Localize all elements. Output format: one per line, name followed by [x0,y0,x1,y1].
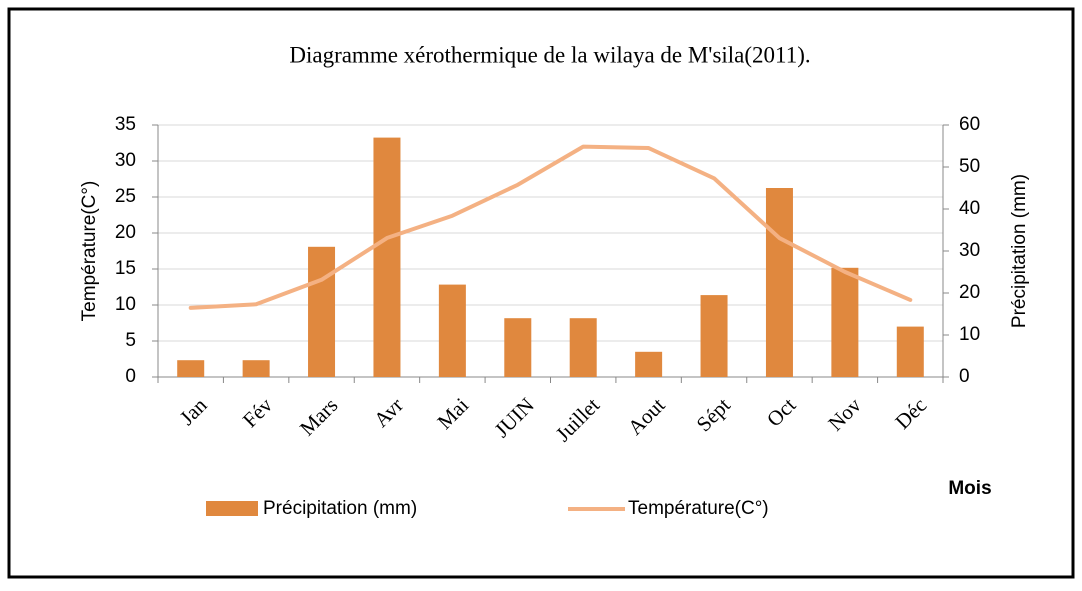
line [188,144,913,310]
y2-tick-label: 30 [959,240,980,261]
legend-label: Température(C°) [628,498,769,519]
legend-swatch [206,501,258,516]
bar [504,318,532,377]
y-tick-label: 5 [125,330,136,351]
bar [438,284,466,377]
y2-tick-label: 40 [959,198,980,219]
y-axis-title: Température(C°) [79,181,100,322]
y2-tick-label: 0 [959,366,970,387]
y2-tick-label: 10 [959,324,980,345]
y2-tick-label: 60 [959,114,980,135]
y-tick-label: 30 [115,150,136,171]
y-tick-label: 20 [115,222,136,243]
chart-title: Diagramme xérothermique de la wilaya de … [289,42,810,67]
y2-tick-label: 50 [959,156,980,177]
bar [700,295,728,377]
y-tick-label: 15 [115,258,136,279]
bar [242,360,270,377]
y-tick-label: 35 [115,114,136,135]
y-tick-label: 10 [115,294,136,315]
bar [373,137,401,377]
bar [635,351,663,377]
y2-tick-label: 20 [959,282,980,303]
bar [177,360,205,377]
bar [831,267,859,377]
y2-axis-title: Précipitation (mm) [1009,174,1030,328]
x-axis-title: Mois [948,478,991,499]
y-tick-label: 0 [125,366,136,387]
bar [308,246,336,377]
bar [569,318,597,377]
frame [7,7,1075,579]
legend-label: Précipitation (mm) [263,498,417,519]
bar [896,326,924,377]
bar [765,188,793,377]
y-tick-label: 25 [115,186,136,207]
